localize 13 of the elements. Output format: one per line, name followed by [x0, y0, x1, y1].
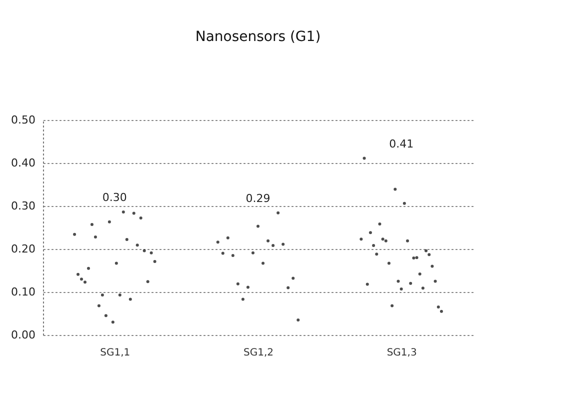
x-tick-label: SG1,3: [386, 348, 417, 358]
y-tick-label: 0.10: [11, 286, 36, 298]
y-tick-label: 0.40: [11, 156, 36, 170]
y-tick-label: 0.50: [11, 114, 36, 126]
annotation: 0.29: [246, 192, 270, 205]
y-tick-label: 0.30: [11, 200, 36, 212]
chart-title: Nanosensors (G1): [195, 29, 321, 45]
y-tick-label: 0.00: [11, 328, 36, 342]
x-tick-label: SG1,2: [244, 348, 274, 358]
annotation: 0.30: [102, 191, 127, 204]
annotation: 0.41: [389, 137, 414, 150]
y-tick-label: 0.20: [11, 242, 36, 256]
x-tick-label: SG1,1: [100, 348, 130, 358]
